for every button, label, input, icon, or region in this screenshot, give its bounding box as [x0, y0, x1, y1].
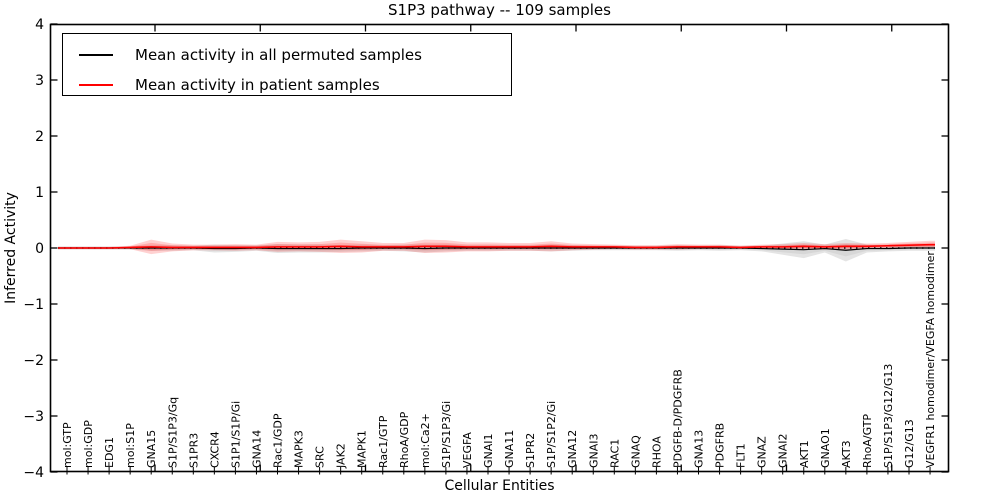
y-tick-label: 0 — [35, 241, 44, 257]
x-tick-label: G12/G13 — [903, 419, 916, 468]
x-tick-label: VEGFR1 homodimer/VEGFA homodimer — [924, 251, 937, 468]
patient-line-sample-icon — [79, 84, 113, 86]
x-tick-label: S1P/S1P3/G12/G13 — [882, 364, 895, 468]
x-tick-label: MAPK1 — [356, 430, 369, 468]
legend: Mean activity in all permuted samples Me… — [62, 33, 512, 96]
y-tick-label: 3 — [35, 73, 44, 89]
x-tick-label: GNAI2 — [777, 433, 790, 468]
x-tick-label: AKT1 — [798, 440, 811, 468]
permuted-sample-range-band — [58, 239, 935, 262]
y-tick-label: 4 — [35, 17, 44, 33]
x-tick-label: FLT1 — [735, 443, 748, 468]
x-tick-label: GNA14 — [250, 430, 263, 468]
patient-mean-line — [58, 243, 935, 249]
y-tick-label: −4 — [23, 465, 44, 481]
x-tick-label: S1PR3 — [187, 433, 200, 468]
x-tick-label: Rac1/GTP — [377, 415, 390, 468]
x-tick-label: GNAI1 — [482, 433, 495, 468]
x-tick-label: GNA13 — [693, 430, 706, 468]
y-tick-label: −2 — [23, 353, 44, 369]
x-tick-label: Rac1/GDP — [272, 413, 285, 468]
legend-label-patient: Mean activity in patient samples — [135, 76, 380, 94]
x-tick-label: GNA11 — [503, 430, 516, 468]
x-tick-label: MAPK3 — [293, 430, 306, 468]
x-tick-label: mol:Ca2+ — [419, 413, 432, 468]
x-tick-label: PDGFB-D/PDGFRB — [671, 369, 684, 468]
x-tick-label: JAK2 — [335, 443, 348, 469]
y-tick-label: −1 — [23, 297, 44, 313]
x-tick-label: mol:GTP — [61, 422, 74, 468]
y-axis-label: Inferred Activity — [3, 192, 19, 304]
x-tick-label: S1P1/S1P/Gi — [229, 401, 242, 468]
x-tick-label: CXCR4 — [208, 431, 221, 468]
x-tick-label: GNA12 — [566, 430, 579, 468]
x-tick-label: RhoA/GDP — [398, 411, 411, 468]
legend-label-permuted: Mean activity in all permuted samples — [135, 46, 422, 64]
x-tick-label: AKT3 — [840, 440, 853, 468]
legend-row-patient: Mean activity in patient samples — [63, 70, 511, 100]
x-tick-label: mol:GDP — [82, 420, 95, 468]
legend-row-permuted: Mean activity in all permuted samples — [63, 40, 511, 70]
x-tick-label: GNAO1 — [819, 428, 832, 468]
y-tick-label: 2 — [35, 129, 44, 145]
x-tick-label: RAC1 — [608, 439, 621, 468]
x-tick-label: PDGFRB — [714, 423, 727, 468]
x-tick-label: RhoA/GTP — [861, 414, 874, 468]
x-tick-label: SRC — [314, 446, 327, 468]
x-tick-label: EDG1 — [103, 437, 116, 468]
x-tick-label: S1P/S1P2/Gi — [545, 401, 558, 468]
x-axis-label: Cellular Entities — [444, 478, 555, 494]
x-tick-label: GNAQ — [629, 435, 642, 468]
x-tick-label: S1PR2 — [524, 433, 537, 468]
permuted-line-sample-icon — [79, 54, 113, 56]
x-tick-label: GNAZ — [756, 436, 769, 468]
x-tick-label: S1P/S1P3/Gi — [440, 401, 453, 468]
y-tick-label: −3 — [23, 409, 44, 425]
x-tick-label: RHOA — [650, 436, 663, 468]
x-tick-label: mol:S1P — [124, 423, 137, 468]
x-tick-label: GNA15 — [145, 430, 158, 468]
x-tick-label: S1P/S1P3/Gq — [166, 397, 179, 468]
y-tick-label: 1 — [35, 185, 44, 201]
x-tick-label: GNAI3 — [587, 433, 600, 468]
chart-title: S1P3 pathway -- 109 samples — [388, 1, 611, 19]
x-tick-label: VEGFA — [461, 432, 474, 468]
